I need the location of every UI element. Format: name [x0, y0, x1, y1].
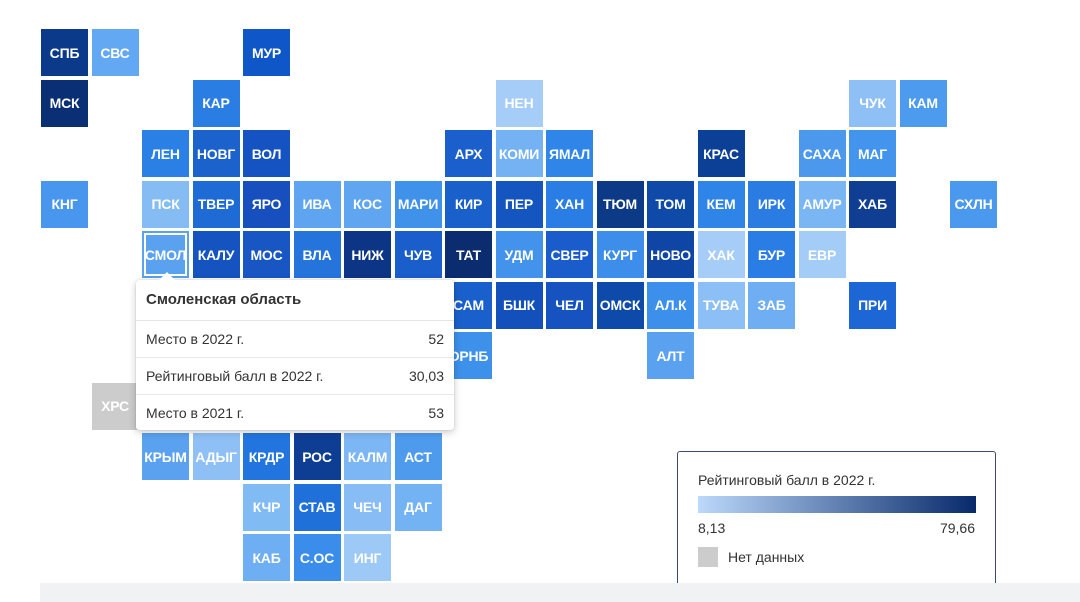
region-tile[interactable]: КРЫМ — [142, 433, 189, 480]
region-tile[interactable]: АМУР — [798, 180, 846, 228]
legend-title: Рейтинговый балл в 2022 г. — [698, 472, 876, 488]
region-tile[interactable]: ЛЕН — [142, 130, 189, 177]
region-tile[interactable]: НЕН — [495, 79, 543, 127]
legend-max-value: 79,66 — [939, 520, 975, 536]
region-tile[interactable]: КАБ — [243, 534, 290, 581]
region-tile[interactable]: БУР — [748, 231, 795, 278]
region-tile[interactable]: ИРК — [748, 180, 795, 228]
tooltip-value: 52 — [428, 331, 444, 347]
region-tile[interactable]: КЕМ — [697, 180, 745, 228]
region-tile[interactable]: ХАН — [546, 180, 593, 228]
region-tile[interactable]: ЗАБ — [748, 281, 795, 329]
region-tile[interactable]: АЛ.К — [647, 281, 694, 329]
region-tile[interactable]: ТОМ — [647, 180, 694, 228]
region-tile[interactable]: ХРС — [91, 382, 139, 430]
tooltip-row-score-2022: Рейтинговый балл в 2022 г. 30,03 — [136, 358, 454, 395]
region-tile[interactable]: МАРИ — [394, 180, 442, 228]
region-tile[interactable]: РОС — [293, 433, 341, 480]
region-tile[interactable]: ТВЕР — [192, 180, 240, 228]
region-tile[interactable]: ТЮМ — [596, 180, 644, 228]
region-tile[interactable]: ТАТ — [445, 231, 492, 278]
region-tile[interactable]: АДЫГ — [192, 433, 240, 480]
region-tile[interactable]: ВОЛ — [243, 130, 290, 177]
region-tile[interactable]: ПСК — [142, 180, 189, 228]
legend-min-value: 8,13 — [698, 520, 726, 536]
region-tile[interactable]: КАР — [192, 79, 240, 127]
region-tile[interactable]: КАЛУ — [192, 231, 240, 278]
bottom-scroll-strip — [40, 583, 1080, 602]
region-tile[interactable]: АЛТ — [647, 332, 694, 379]
tooltip-arrow — [158, 272, 176, 281]
region-tile[interactable]: ТУВА — [697, 281, 745, 329]
tooltip-value: 30,03 — [408, 368, 444, 384]
region-tile[interactable]: КНГ — [41, 180, 88, 228]
legend-gradient-bar — [698, 496, 976, 513]
region-tile[interactable]: АРХ — [445, 130, 492, 177]
region-tile[interactable]: КАМ — [899, 79, 947, 127]
region-tooltip: Смоленская область Место в 2022 г. 52 Ре… — [136, 280, 454, 430]
region-tile[interactable]: КИР — [445, 180, 492, 228]
region-tile[interactable]: ПРИ — [849, 281, 896, 329]
region-tile[interactable]: ИВА — [293, 180, 341, 228]
region-tile[interactable]: МАГ — [849, 130, 896, 177]
region-tile[interactable]: КРДР — [243, 433, 290, 480]
region-tile[interactable]: НОВГ — [192, 130, 240, 177]
region-tile[interactable]: ХАК — [697, 231, 745, 278]
region-tile[interactable]: ЯРО — [243, 180, 290, 228]
region-tile[interactable]: БШК — [495, 281, 543, 329]
region-tile[interactable]: КАЛМ — [344, 433, 391, 480]
region-tile[interactable]: ВЛА — [293, 231, 341, 278]
tooltip-row-rank-2021: Место в 2021 г. 53 — [136, 395, 454, 431]
region-tile[interactable]: МОС — [243, 231, 290, 278]
region-tile[interactable]: ДАГ — [394, 483, 442, 531]
legend-no-data-swatch — [698, 547, 718, 567]
tooltip-label: Место в 2022 г. — [146, 331, 245, 347]
region-tile[interactable]: ЕВР — [798, 231, 846, 278]
region-tile[interactable]: ПЕР — [495, 180, 543, 228]
region-tile[interactable]: ОМСК — [596, 281, 644, 329]
tooltip-row-rank-2022: Место в 2022 г. 52 — [136, 321, 454, 358]
region-tile[interactable]: КРАС — [697, 130, 745, 177]
region-tile[interactable]: УДМ — [495, 231, 543, 278]
region-tile[interactable]: ЧЕЧ — [344, 483, 391, 531]
tooltip-label: Рейтинговый балл в 2022 г. — [146, 368, 324, 384]
region-tile[interactable]: МСК — [41, 79, 88, 127]
region-tile[interactable]: СВС — [91, 29, 139, 76]
tooltip-label: Место в 2021 г. — [146, 405, 245, 421]
region-tile[interactable]: ЧЕЛ — [546, 281, 593, 329]
color-legend: Рейтинговый балл в 2022 г. 8,13 79,66 Не… — [677, 451, 996, 586]
region-tile[interactable]: ЧУК — [849, 79, 896, 127]
region-tile[interactable]: СХЛН — [950, 180, 997, 228]
region-tile[interactable]: КЧР — [243, 483, 290, 531]
region-tile[interactable]: КОС — [344, 180, 391, 228]
region-tile[interactable]: С.ОС — [293, 534, 341, 581]
region-tile[interactable]: НИЖ — [344, 231, 391, 278]
region-tile[interactable]: МУР — [243, 29, 290, 76]
region-tile[interactable]: СПБ — [41, 29, 88, 76]
region-tile[interactable]: ЯМАЛ — [546, 130, 593, 177]
region-tile[interactable]: КОМИ — [495, 130, 543, 177]
tooltip-value: 53 — [428, 405, 444, 421]
region-tile[interactable]: СВЕР — [546, 231, 593, 278]
region-tile[interactable]: СМОЛ — [142, 231, 189, 278]
region-tile[interactable]: СТАВ — [293, 483, 341, 531]
region-tile[interactable]: ИНГ — [344, 534, 391, 581]
region-tile[interactable]: ХАБ — [849, 180, 896, 228]
region-tile[interactable]: АСТ — [394, 433, 442, 480]
legend-no-data-label: Нет данных — [728, 549, 805, 565]
tooltip-title: Смоленская область — [136, 280, 454, 321]
region-tile[interactable]: САХА — [798, 130, 846, 177]
region-tile[interactable]: КУРГ — [596, 231, 644, 278]
region-tile[interactable]: ЧУВ — [394, 231, 442, 278]
region-tile[interactable]: НОВО — [647, 231, 694, 278]
